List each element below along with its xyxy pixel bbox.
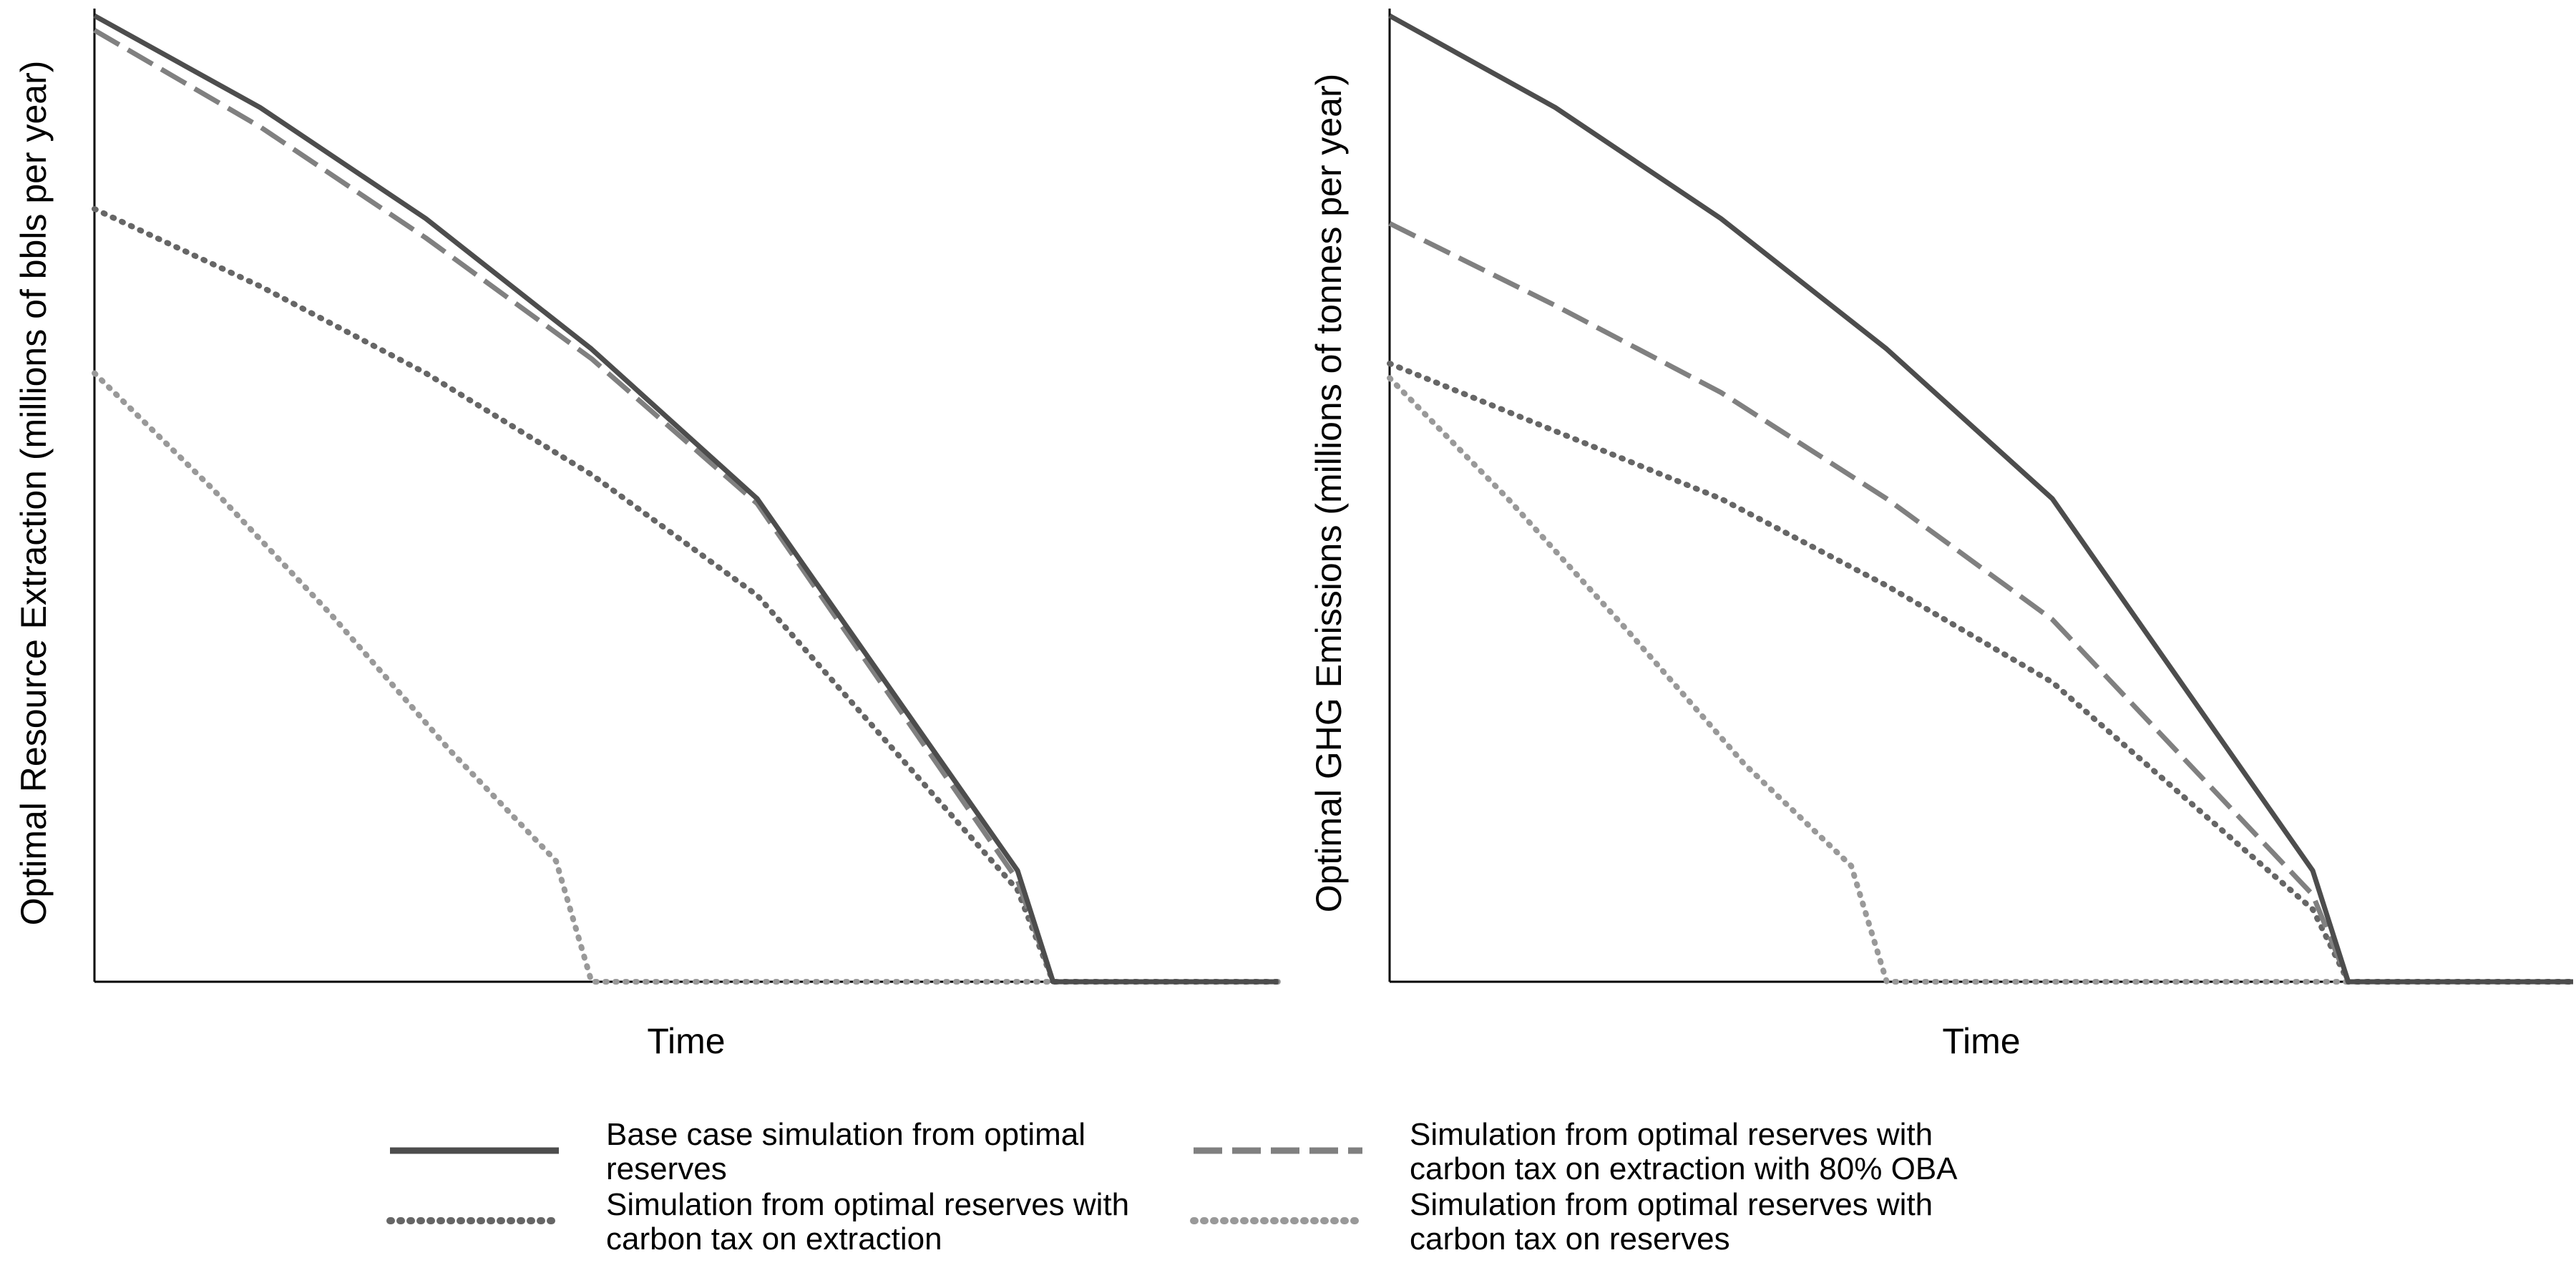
legend-label-base: reserves — [606, 1151, 727, 1186]
y-axis-label: Optimal Resource Extraction (millions of… — [14, 61, 54, 926]
legend-label-oba: carbon tax on extraction with 80% OBA — [1410, 1151, 1958, 1186]
right-panel: Time Optimal GHG Emissions (millions of t… — [1309, 9, 2576, 1061]
left-panel: Time Optimal Resource Extraction (million… — [14, 9, 1281, 1061]
legend-label-base: Base case simulation from optimal — [606, 1117, 1085, 1152]
series-line-oba — [93, 28, 1278, 985]
series-line-reserves — [1387, 375, 2576, 985]
y-axis-label: Optimal GHG Emissions (millions of tonne… — [1309, 74, 1349, 913]
legend-label-oba: Simulation from optimal reserves with — [1410, 1117, 1933, 1152]
series-line-oba — [1388, 221, 2573, 985]
series-line-extraction — [1387, 361, 2576, 985]
legend-label-reserves: carbon tax on reserves — [1410, 1221, 1730, 1257]
legend: Base case simulation from optimalreserve… — [386, 1117, 1958, 1257]
series-line-base — [1388, 13, 2573, 985]
series-line-extraction — [92, 206, 1281, 985]
series-line-base — [93, 13, 1278, 985]
series-line-reserves — [92, 370, 1281, 985]
x-axis-label: Time — [647, 1021, 725, 1061]
x-axis-label: Time — [1942, 1021, 2020, 1061]
legend-label-extraction: Simulation from optimal reserves with — [606, 1187, 1129, 1222]
legend-label-reserves: Simulation from optimal reserves with — [1410, 1187, 1933, 1222]
legend-label-extraction: carbon tax on extraction — [606, 1221, 942, 1257]
